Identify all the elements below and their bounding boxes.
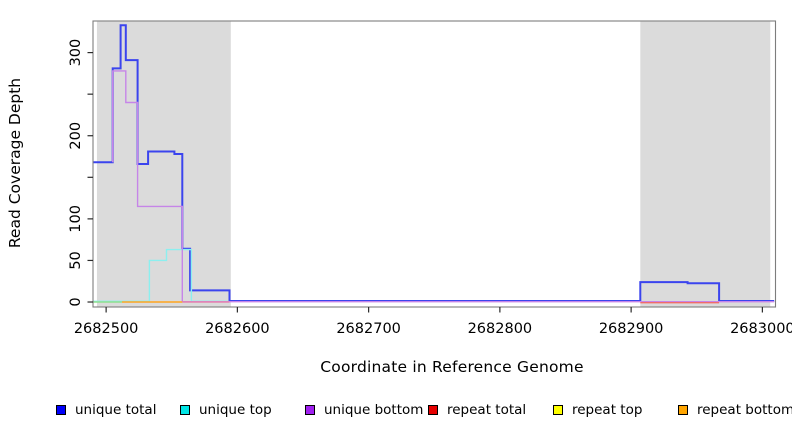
legend-label: unique bottom	[324, 402, 424, 418]
y-tick-label: 0	[68, 297, 84, 306]
x-tick-label: 2682900	[599, 321, 664, 337]
y-tick-label: 50	[68, 251, 84, 269]
series-unique-total	[93, 24, 775, 302]
plot-canvas: 2682500 2682600 2682700 2682800 2682900 26830…	[68, 20, 792, 337]
legend-item-unique-total: unique total	[56, 401, 156, 419]
legend-item-repeat-bottom: repeat bottom	[678, 401, 792, 419]
legend-label: unique total	[75, 402, 157, 418]
legend-item-unique-top: unique top	[180, 401, 272, 419]
y-axis-title: Read Coverage Depth	[6, 77, 24, 249]
x-axis-title-text: Coordinate in Reference Genome	[320, 358, 584, 376]
legend: unique total unique top unique bottom repea…	[0, 401, 792, 421]
y-tick-label: 300	[68, 39, 84, 67]
legend-swatch-icon	[428, 405, 438, 415]
x-tick-label: 2683000	[730, 321, 792, 337]
legend-swatch-icon	[678, 405, 688, 415]
plot-box	[92, 20, 777, 308]
x-tick-label: 2682700	[336, 321, 401, 337]
legend-label: repeat top	[572, 402, 643, 418]
legend-swatch-icon	[180, 405, 190, 415]
series-unique-bottom	[111, 70, 775, 303]
legend-label: repeat total	[447, 402, 527, 418]
legend-item-repeat-top: repeat top	[553, 401, 642, 419]
legend-item-repeat-total: repeat total	[428, 401, 526, 419]
x-tick-label: 2682500	[74, 321, 139, 337]
legend-item-unique-bottom: unique bottom	[305, 401, 423, 419]
x-tick-label: 2682800	[468, 321, 533, 337]
legend-label: repeat bottom	[697, 402, 792, 418]
legend-swatch-icon	[305, 405, 315, 415]
repeat-region-shading	[96, 21, 231, 307]
x-axis-title: Coordinate in Reference Genome	[0, 358, 792, 376]
x-tick-label: 2682600	[205, 321, 270, 337]
legend-label: unique top	[199, 402, 272, 418]
legend-swatch-icon	[553, 405, 563, 415]
y-tick-label: 100	[68, 205, 84, 233]
series-unique-top	[93, 248, 229, 302]
legend-swatch-icon	[56, 405, 66, 415]
repeat-region-shading	[640, 21, 771, 307]
y-tick-label: 200	[68, 122, 84, 150]
